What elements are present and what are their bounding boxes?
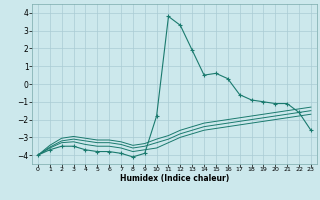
X-axis label: Humidex (Indice chaleur): Humidex (Indice chaleur): [120, 174, 229, 183]
